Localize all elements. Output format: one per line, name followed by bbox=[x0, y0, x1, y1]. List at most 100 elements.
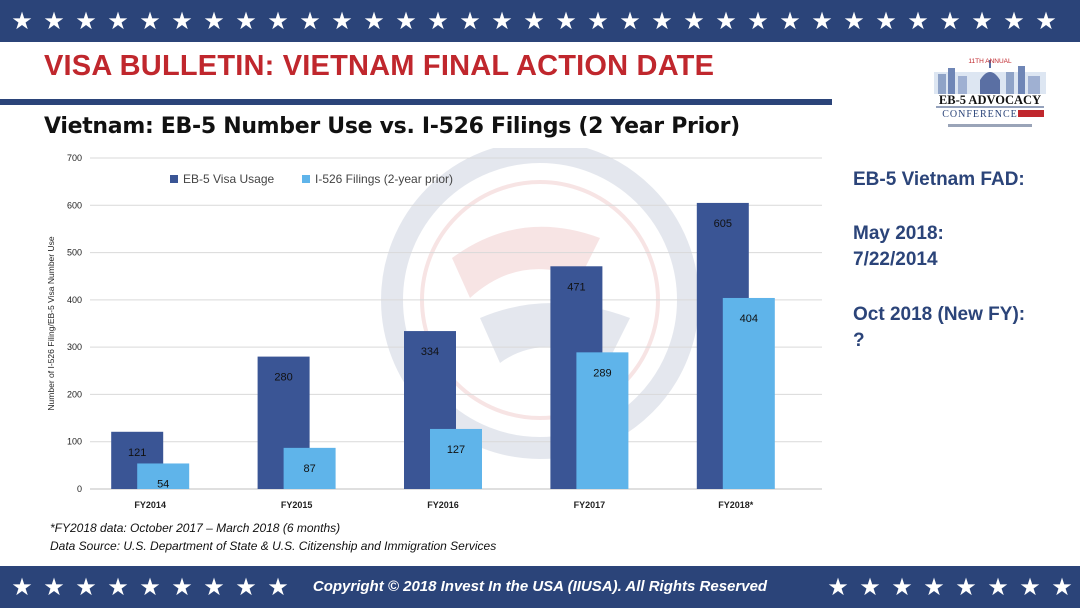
star-icon: ★ bbox=[747, 7, 769, 35]
star-icon: ★ bbox=[843, 7, 865, 35]
star-icon: ★ bbox=[971, 7, 993, 35]
y-tick-label: 100 bbox=[67, 437, 82, 447]
skyline-icon bbox=[934, 60, 1046, 94]
star-icon: ★ bbox=[11, 7, 33, 35]
star-icon: ★ bbox=[235, 7, 257, 35]
logo-sub-text: CONFERENCE bbox=[942, 109, 1018, 120]
star-icon: ★ bbox=[555, 7, 577, 35]
logo-main-text: EB-5 ADVOCACY bbox=[939, 93, 1041, 107]
y-tick-label: 500 bbox=[67, 248, 82, 258]
y-tick-label: 600 bbox=[67, 200, 82, 210]
star-icon: ★ bbox=[139, 573, 161, 601]
star-icon: ★ bbox=[523, 7, 545, 35]
star-icon: ★ bbox=[891, 573, 913, 601]
star-icon: ★ bbox=[235, 573, 257, 601]
legend-swatch bbox=[170, 175, 178, 183]
star-icon: ★ bbox=[651, 7, 673, 35]
side-oct-value: ? bbox=[853, 330, 865, 351]
star-icon: ★ bbox=[75, 7, 97, 35]
star-icon: ★ bbox=[395, 7, 417, 35]
side-may-label: May 2018: bbox=[853, 223, 944, 244]
star-icon: ★ bbox=[171, 7, 193, 35]
star-icon: ★ bbox=[43, 573, 65, 601]
data-label-eb5-usage: 121 bbox=[128, 447, 146, 459]
bar-i526-filings bbox=[283, 447, 336, 489]
star-icon: ★ bbox=[427, 7, 449, 35]
top-banner bbox=[0, 0, 1080, 42]
data-label-eb5-usage: 280 bbox=[274, 372, 292, 384]
legend-label: I-526 Filings (2-year prior) bbox=[315, 172, 453, 186]
star-icon: ★ bbox=[107, 7, 129, 35]
data-label-eb5-usage: 605 bbox=[714, 218, 732, 230]
star-icon: ★ bbox=[875, 7, 897, 35]
star-icon: ★ bbox=[491, 7, 513, 35]
star-row-top-left: ★ ★ ★ ★ ★ ★ ★ ★ ★ ★ ★ ★ ★ ★ ★ ★ ★ ★ ★ ★ ★ ★ ★ ★ ★ ★ ★ ★ ★ ★ ★ ★ ★ bbox=[6, 0, 1062, 42]
slide-title: VISA BULLETIN: VIETNAM FINAL ACTION DATE bbox=[44, 50, 715, 82]
y-tick-label: 700 bbox=[67, 153, 82, 163]
star-icon: ★ bbox=[779, 7, 801, 35]
star-icon: ★ bbox=[587, 7, 609, 35]
star-icon: ★ bbox=[331, 7, 353, 35]
bottom-banner bbox=[0, 566, 1080, 608]
star-icon: ★ bbox=[139, 7, 161, 35]
data-label-eb5-usage: 334 bbox=[421, 346, 439, 358]
star-row-bottom-left: ★ ★ ★ ★ ★ ★ ★ ★ ★ bbox=[6, 566, 294, 608]
star-icon: ★ bbox=[811, 7, 833, 35]
data-label-i526-filings: 404 bbox=[740, 313, 758, 325]
side-heading: EB-5 Vietnam FAD: bbox=[853, 169, 1025, 190]
star-icon: ★ bbox=[683, 7, 705, 35]
bar-i526-filings bbox=[576, 352, 629, 489]
star-icon: ★ bbox=[1035, 7, 1057, 35]
chart-legend: EB-5 Visa Usage I-526 Filings (2-year pri… bbox=[170, 172, 453, 186]
y-tick-label: 300 bbox=[67, 342, 82, 352]
star-icon: ★ bbox=[75, 573, 97, 601]
star-icon: ★ bbox=[459, 7, 481, 35]
star-icon: ★ bbox=[1003, 7, 1025, 35]
bar-chart: 0 100 200 300 400 500 600 700 Number of I-526 F… bbox=[46, 148, 822, 510]
star-icon: ★ bbox=[1019, 573, 1041, 601]
copyright-notice: Copyright © 2018 Invest In the USA (IIUS… bbox=[312, 578, 768, 595]
star-icon: ★ bbox=[171, 573, 193, 601]
star-icon: ★ bbox=[939, 7, 961, 35]
data-label-i526-filings: 87 bbox=[303, 463, 315, 475]
chart-heading: Vietnam: EB-5 Number Use vs. I-526 Filin… bbox=[44, 114, 740, 139]
star-icon: ★ bbox=[203, 573, 225, 601]
title-underline bbox=[0, 99, 832, 105]
y-axis-ticks: 0 100 200 300 400 500 600 700 bbox=[67, 153, 82, 494]
star-icon: ★ bbox=[859, 573, 881, 601]
star-icon: ★ bbox=[1051, 573, 1073, 601]
star-icon: ★ bbox=[363, 7, 385, 35]
star-icon: ★ bbox=[923, 573, 945, 601]
y-tick-label: 200 bbox=[67, 389, 82, 399]
logo-top-text: 11TH ANNUAL bbox=[968, 58, 1012, 65]
x-tick-label: FY2016 bbox=[427, 500, 459, 510]
star-icon: ★ bbox=[715, 7, 737, 35]
side-oct-label: Oct 2018 (New FY): bbox=[853, 304, 1026, 325]
y-axis-label: Number of I-526 Filing/EB-5 Visa Number … bbox=[46, 236, 56, 410]
star-icon: ★ bbox=[11, 573, 33, 601]
star-icon: ★ bbox=[267, 573, 289, 601]
star-row-bottom-right: ★ ★ ★ ★ ★ ★ ★ ★ bbox=[822, 566, 1078, 608]
y-tick-label: 400 bbox=[67, 295, 82, 305]
footnote-source: Data Source: U.S. Department of State & … bbox=[50, 539, 497, 553]
footnote-fy2018: *FY2018 data: October 2017 – March 2018 … bbox=[50, 521, 341, 535]
side-may-date: 7/22/2014 bbox=[853, 249, 938, 270]
star-icon: ★ bbox=[299, 7, 321, 35]
bar-i526-filings bbox=[430, 428, 482, 489]
star-icon: ★ bbox=[203, 7, 225, 35]
bar-series: 121 54 280 87 334 127 471 289 605 404 bbox=[111, 202, 775, 490]
star-icon: ★ bbox=[987, 573, 1009, 601]
x-tick-label: FY2014 bbox=[134, 500, 166, 510]
legend-label: EB-5 Visa Usage bbox=[183, 172, 274, 186]
star-icon: ★ bbox=[955, 573, 977, 601]
data-label-i526-filings: 54 bbox=[157, 478, 169, 490]
x-axis-ticks: FY2014 FY2015 FY2016 FY2017 FY2018* bbox=[134, 500, 753, 510]
legend-swatch bbox=[302, 175, 310, 183]
x-tick-label: FY2018* bbox=[718, 500, 754, 510]
star-icon: ★ bbox=[907, 7, 929, 35]
y-tick-label: 0 bbox=[77, 484, 82, 494]
star-icon: ★ bbox=[619, 7, 641, 35]
x-tick-label: FY2015 bbox=[281, 500, 313, 510]
data-label-i526-filings: 127 bbox=[447, 444, 465, 456]
data-label-eb5-usage: 471 bbox=[567, 281, 585, 293]
